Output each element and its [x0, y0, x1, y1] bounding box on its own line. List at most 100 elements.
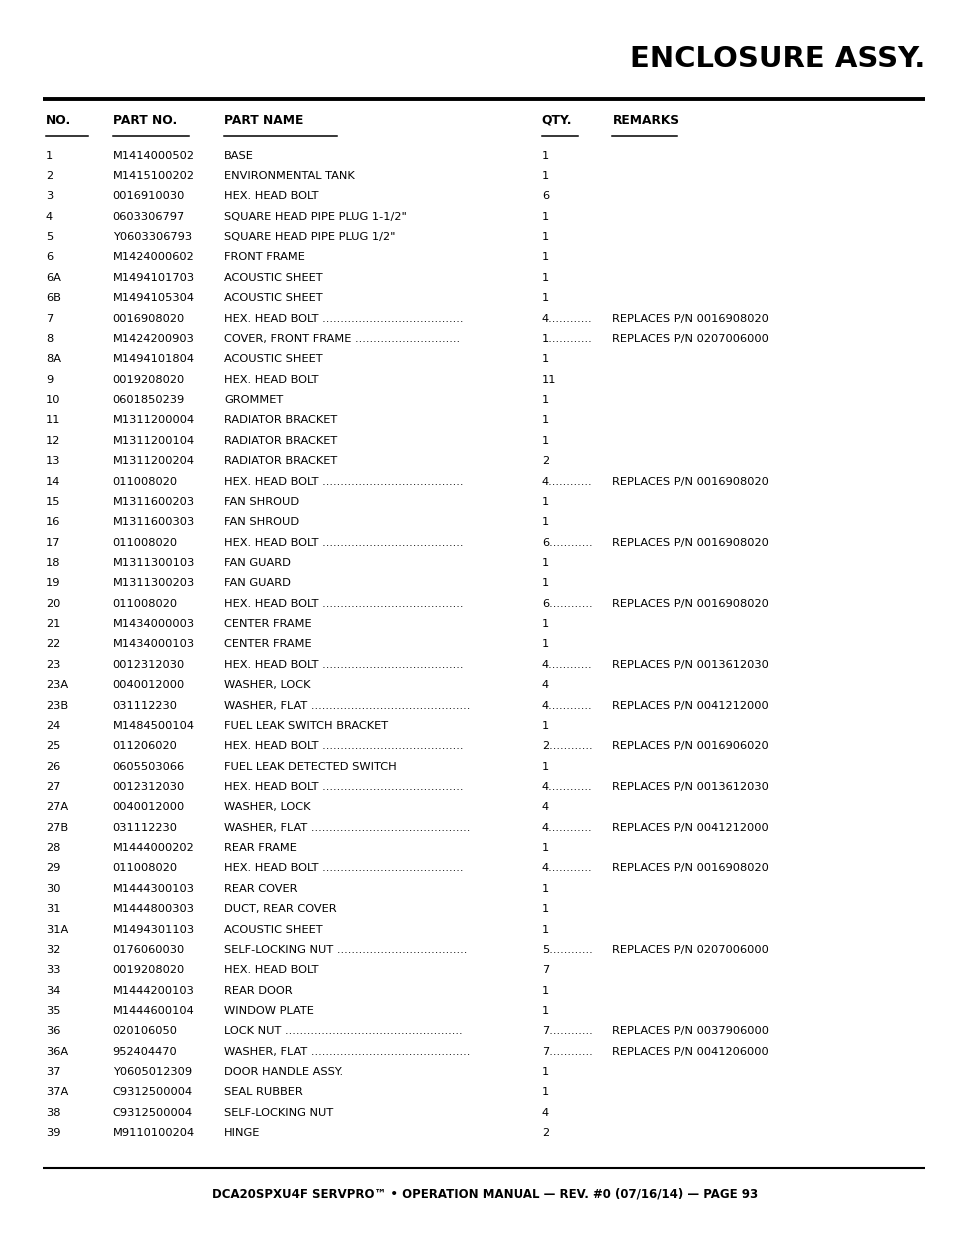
- Text: 14: 14: [46, 477, 60, 487]
- Text: HEX. HEAD BOLT .......................................: HEX. HEAD BOLT .........................…: [224, 782, 463, 792]
- Text: 23B: 23B: [46, 700, 68, 710]
- Text: ENCLOSURE ASSY.: ENCLOSURE ASSY.: [629, 46, 924, 73]
- Text: ACOUSTIC SHEET: ACOUSTIC SHEET: [224, 293, 322, 304]
- Text: QTY.: QTY.: [541, 114, 572, 127]
- Text: SQUARE HEAD PIPE PLUG 1-1/2": SQUARE HEAD PIPE PLUG 1-1/2": [224, 211, 407, 222]
- Text: REPLACES P/N 0016908020: REPLACES P/N 0016908020: [612, 477, 768, 487]
- Text: M1444600104: M1444600104: [112, 1007, 194, 1016]
- Text: 1: 1: [541, 252, 549, 263]
- Text: M1311300103: M1311300103: [112, 558, 194, 568]
- Text: 5: 5: [46, 232, 53, 242]
- Text: 16: 16: [46, 517, 60, 527]
- Text: 1: 1: [541, 151, 549, 161]
- Text: M1424000602: M1424000602: [112, 252, 194, 263]
- Text: HEX. HEAD BOLT .......................................: HEX. HEAD BOLT .........................…: [224, 659, 463, 669]
- Text: REPLACES P/N 0016908020: REPLACES P/N 0016908020: [612, 314, 768, 324]
- Text: CENTER FRAME: CENTER FRAME: [224, 619, 312, 629]
- Text: 22: 22: [46, 640, 60, 650]
- Text: 1: 1: [541, 211, 549, 222]
- Text: M1434000003: M1434000003: [112, 619, 194, 629]
- Text: 6: 6: [541, 191, 548, 201]
- Text: SEAL RUBBER: SEAL RUBBER: [224, 1088, 303, 1098]
- Text: 37A: 37A: [46, 1088, 68, 1098]
- Text: 35: 35: [46, 1007, 60, 1016]
- Text: 1: 1: [541, 844, 549, 853]
- Text: 1: 1: [541, 762, 549, 772]
- Text: PART NO.: PART NO.: [112, 114, 176, 127]
- Text: 2............: 2............: [541, 741, 592, 751]
- Text: 30: 30: [46, 884, 60, 894]
- Text: 1: 1: [541, 925, 549, 935]
- Text: 1: 1: [541, 558, 549, 568]
- Text: 011008020: 011008020: [112, 477, 177, 487]
- Text: FAN GUARD: FAN GUARD: [224, 558, 291, 568]
- Text: M9110100204: M9110100204: [112, 1129, 194, 1139]
- Text: 011008020: 011008020: [112, 537, 177, 547]
- Text: HINGE: HINGE: [224, 1129, 260, 1139]
- Text: LOCK NUT .................................................: LOCK NUT ...............................…: [224, 1026, 462, 1036]
- Text: Y0603306793: Y0603306793: [112, 232, 192, 242]
- Text: HEX. HEAD BOLT: HEX. HEAD BOLT: [224, 966, 318, 976]
- Text: 4............: 4............: [541, 863, 592, 873]
- Text: 31A: 31A: [46, 925, 68, 935]
- Text: 7: 7: [541, 966, 549, 976]
- Text: WASHER, LOCK: WASHER, LOCK: [224, 803, 311, 813]
- Text: SELF-LOCKING NUT: SELF-LOCKING NUT: [224, 1108, 334, 1118]
- Text: 6B: 6B: [46, 293, 61, 304]
- Text: 23: 23: [46, 659, 60, 669]
- Text: REPLACES P/N 0207006000: REPLACES P/N 0207006000: [612, 945, 768, 955]
- Text: 7............: 7............: [541, 1026, 592, 1036]
- Text: 17: 17: [46, 537, 60, 547]
- Text: M1494105304: M1494105304: [112, 293, 194, 304]
- Text: CENTER FRAME: CENTER FRAME: [224, 640, 312, 650]
- Text: 1: 1: [541, 170, 549, 182]
- Text: 1: 1: [541, 517, 549, 527]
- Text: 0176060030: 0176060030: [112, 945, 185, 955]
- Text: COVER, FRONT FRAME .............................: COVER, FRONT FRAME .....................…: [224, 333, 460, 345]
- Text: 4............: 4............: [541, 823, 592, 832]
- Text: 1: 1: [541, 1007, 549, 1016]
- Text: 4............: 4............: [541, 782, 592, 792]
- Text: 1: 1: [541, 884, 549, 894]
- Text: 11: 11: [46, 415, 60, 425]
- Text: HEX. HEAD BOLT .......................................: HEX. HEAD BOLT .........................…: [224, 863, 463, 873]
- Text: 0016910030: 0016910030: [112, 191, 185, 201]
- Text: M1434000103: M1434000103: [112, 640, 194, 650]
- Text: C9312500004: C9312500004: [112, 1108, 193, 1118]
- Text: RADIATOR BRACKET: RADIATOR BRACKET: [224, 456, 337, 466]
- Text: FAN GUARD: FAN GUARD: [224, 578, 291, 588]
- Text: REPLACES P/N 0207006000: REPLACES P/N 0207006000: [612, 333, 768, 345]
- Text: 1: 1: [541, 904, 549, 914]
- Text: WASHER, LOCK: WASHER, LOCK: [224, 680, 311, 690]
- Text: 0019208020: 0019208020: [112, 966, 185, 976]
- Text: REPLACES P/N 0013612030: REPLACES P/N 0013612030: [612, 782, 768, 792]
- Text: 36A: 36A: [46, 1047, 68, 1057]
- Text: M1444800303: M1444800303: [112, 904, 194, 914]
- Text: 0603306797: 0603306797: [112, 211, 185, 222]
- Text: 1: 1: [541, 415, 549, 425]
- Text: 1: 1: [541, 578, 549, 588]
- Text: DUCT, REAR COVER: DUCT, REAR COVER: [224, 904, 336, 914]
- Text: 4: 4: [46, 211, 52, 222]
- Text: 36: 36: [46, 1026, 60, 1036]
- Text: M1311600303: M1311600303: [112, 517, 194, 527]
- Text: 1: 1: [541, 1088, 549, 1098]
- Text: FRONT FRAME: FRONT FRAME: [224, 252, 305, 263]
- Text: SELF-LOCKING NUT ....................................: SELF-LOCKING NUT .......................…: [224, 945, 467, 955]
- Text: FUEL LEAK SWITCH BRACKET: FUEL LEAK SWITCH BRACKET: [224, 721, 388, 731]
- Text: 23A: 23A: [46, 680, 68, 690]
- Text: FAN SHROUD: FAN SHROUD: [224, 517, 299, 527]
- Text: 32: 32: [46, 945, 60, 955]
- Text: 10: 10: [46, 395, 60, 405]
- Text: 031112230: 031112230: [112, 823, 177, 832]
- Text: 4............: 4............: [541, 700, 592, 710]
- Text: REPLACES P/N 0016906020: REPLACES P/N 0016906020: [612, 741, 768, 751]
- Text: GROMMET: GROMMET: [224, 395, 283, 405]
- Text: HEX. HEAD BOLT .......................................: HEX. HEAD BOLT .........................…: [224, 314, 463, 324]
- Text: 27A: 27A: [46, 803, 68, 813]
- Text: HEX. HEAD BOLT .......................................: HEX. HEAD BOLT .........................…: [224, 537, 463, 547]
- Text: WINDOW PLATE: WINDOW PLATE: [224, 1007, 314, 1016]
- Text: 21: 21: [46, 619, 60, 629]
- Text: 4: 4: [541, 680, 548, 690]
- Text: REPLACES P/N 0041206000: REPLACES P/N 0041206000: [612, 1047, 768, 1057]
